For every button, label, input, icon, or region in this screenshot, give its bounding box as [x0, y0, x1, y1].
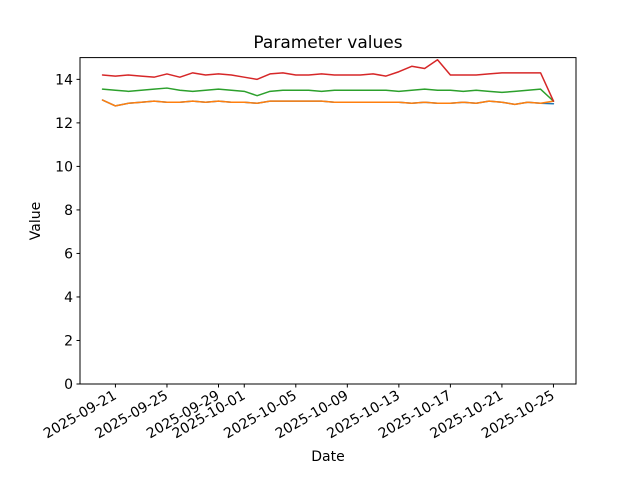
y-tick-label: 4: [64, 290, 73, 306]
y-tick-label: 12: [55, 116, 73, 132]
chart-title: Parameter values: [253, 33, 402, 53]
series-3-green: [101, 87, 555, 102]
y-tick-label: 2: [64, 333, 73, 349]
y-axis-label: Value: [28, 202, 44, 240]
x-axis-ticks: 2025-09-212025-09-252025-09-292025-10-01…: [41, 384, 557, 442]
y-tick-label: 14: [55, 72, 73, 88]
y-tick-label: 8: [64, 203, 73, 219]
y-tick-label: 6: [64, 246, 73, 262]
series-2-orange: [101, 99, 555, 107]
x-axis-label: Date: [311, 449, 344, 465]
y-tick-label: 0: [64, 377, 73, 393]
y-axis-ticks: 0 2 4 6 8 10 12 14: [55, 72, 80, 393]
y-tick-label: 10: [55, 159, 73, 175]
plot-series: [101, 59, 555, 107]
axes-spines: [79, 57, 577, 385]
series-4-red: [101, 59, 555, 102]
